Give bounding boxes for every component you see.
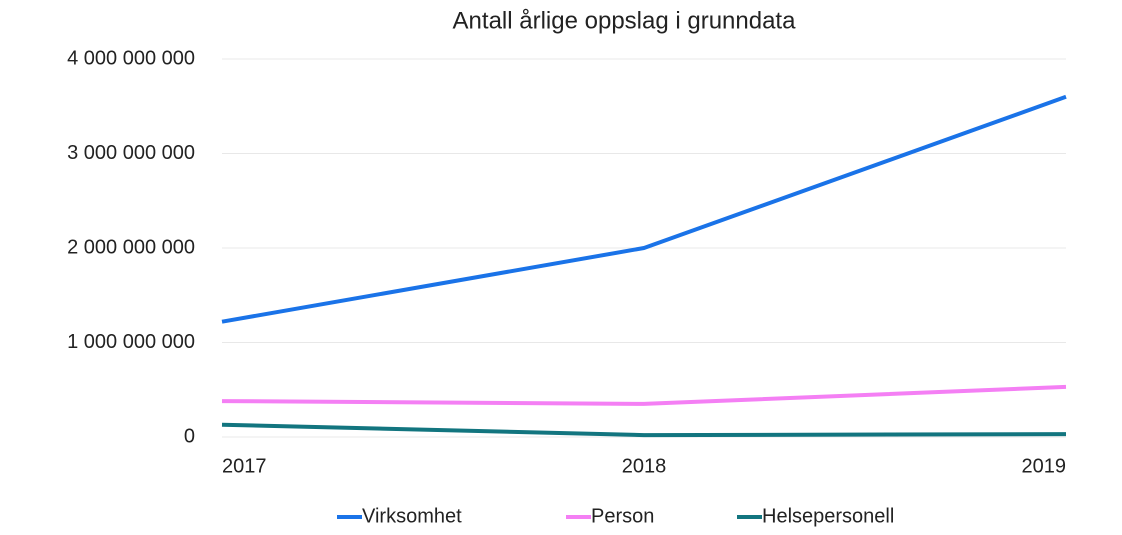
line: [221, 384, 1067, 406]
x-tick-label: 2017: [222, 455, 267, 477]
x-tick-label: 2019: [1022, 455, 1067, 477]
legend-label: Person: [591, 505, 654, 527]
y-tick-label: 0: [184, 425, 195, 447]
legend-label: Virksomhet: [362, 505, 462, 527]
legend-label: Helsepersonell: [762, 505, 894, 527]
x-tick-label: 2018: [622, 455, 667, 477]
y-tick-label: 4 000 000 000: [67, 47, 195, 69]
chart-title: Antall årlige oppslag i grunndata: [453, 7, 797, 34]
line: [221, 422, 1067, 438]
line: [221, 94, 1067, 324]
y-tick-label: 3 000 000 000: [67, 142, 195, 164]
y-tick-label: 1 000 000 000: [67, 331, 195, 353]
y-tick-label: 2 000 000 000: [67, 236, 195, 258]
